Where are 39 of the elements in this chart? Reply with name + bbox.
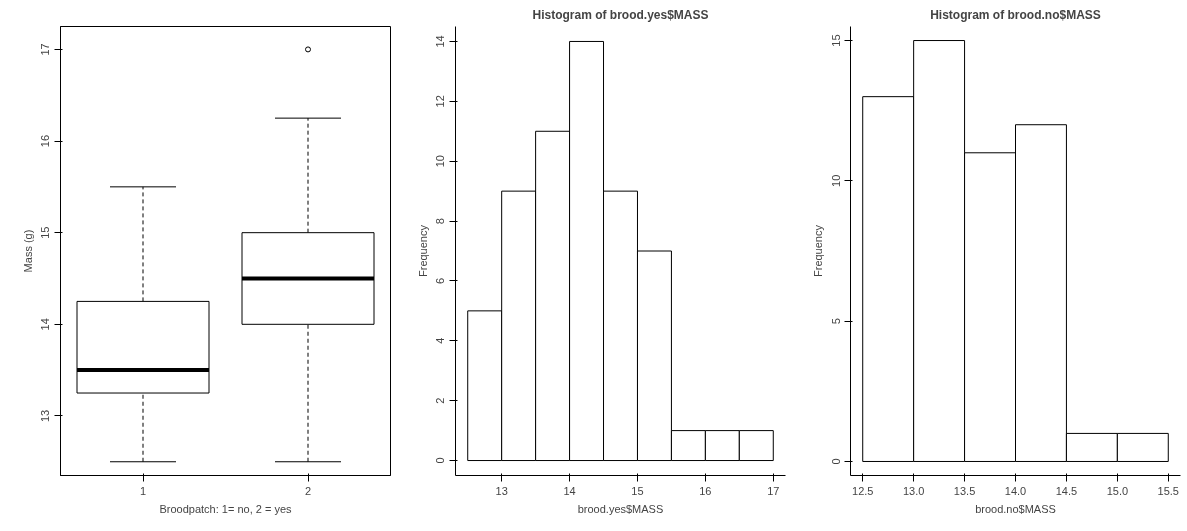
- x-tick-label: 15.5: [1157, 484, 1179, 497]
- x-tick-label: 14.0: [1004, 484, 1027, 497]
- x-tick-label: 15.0: [1106, 484, 1129, 497]
- x-tick-label: 13.0: [902, 484, 925, 497]
- y-axis-title: Frequency: [416, 224, 429, 277]
- x-tick-label: 12.5: [852, 484, 874, 497]
- y-tick-label: 0: [829, 458, 842, 465]
- y-tick-label: 10: [829, 174, 842, 187]
- y-tick-label: 2: [434, 397, 447, 404]
- y-tick-label: 5: [829, 318, 842, 325]
- x-tick-label: 1: [139, 484, 147, 497]
- x-tick-label: 13.5: [953, 484, 976, 497]
- y-axis-title: Mass (g): [21, 229, 34, 273]
- x-axis-title: brood.no$MASS: [975, 502, 1056, 515]
- y-tick-label: 14: [434, 35, 447, 48]
- x-axis-title: Broodpatch: 1= no, 2 = yes: [159, 502, 293, 515]
- y-tick-label: 10: [434, 155, 447, 168]
- x-tick-label: 14.5: [1055, 484, 1078, 497]
- x-tick-label: 17: [767, 484, 780, 497]
- x-tick-label: 2: [304, 484, 312, 497]
- y-tick-label: 12: [434, 95, 447, 108]
- y-tick-label: 6: [434, 277, 447, 284]
- y-tick-label: 15: [39, 226, 52, 239]
- x-tick-label: 14: [563, 484, 576, 497]
- y-tick-label: 14: [39, 318, 52, 331]
- chart-title: Histogram of brood.yes$MASS: [532, 7, 709, 22]
- y-tick-label: 16: [39, 134, 52, 148]
- y-tick-label: 13: [39, 409, 52, 423]
- y-tick-label: 15: [829, 34, 842, 47]
- x-axis-title: brood.yes$MASS: [577, 502, 664, 515]
- x-tick-label: 16: [699, 484, 712, 497]
- y-tick-label: 4: [434, 337, 447, 344]
- chart-title: Histogram of brood.no$MASS: [930, 7, 1101, 22]
- x-tick-label: 15: [631, 484, 644, 497]
- y-tick-label: 17: [39, 43, 52, 56]
- y-tick-label: 8: [434, 218, 447, 225]
- x-tick-label: 13: [495, 484, 508, 497]
- y-axis-title: Frequency: [811, 224, 824, 277]
- y-tick-label: 0: [434, 457, 447, 464]
